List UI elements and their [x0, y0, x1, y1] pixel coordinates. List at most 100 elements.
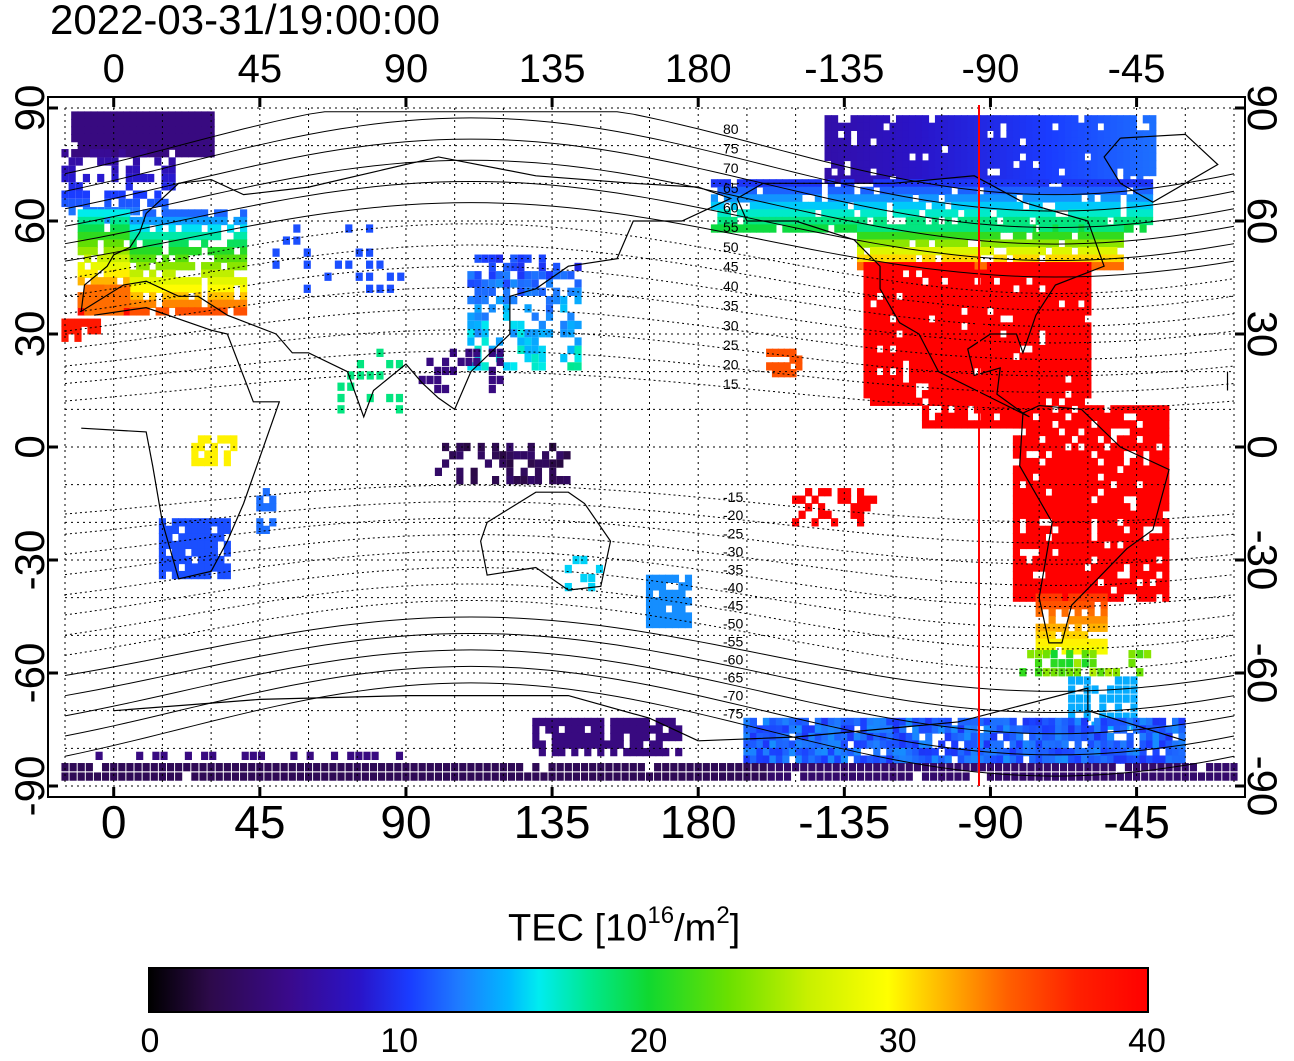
- tec-pixel: [775, 194, 783, 203]
- contour-line: [64, 180, 1235, 262]
- tec-pixel: [207, 231, 215, 241]
- tec-pixel: [856, 160, 865, 169]
- tec-pixel: [140, 173, 148, 183]
- tec-pixel: [749, 179, 757, 188]
- tec-pixel: [889, 160, 897, 169]
- tec-pixel: [1090, 563, 1098, 572]
- tec-pixel: [282, 236, 291, 245]
- tec-pixel: [1128, 659, 1136, 668]
- tec-pixel: [168, 126, 176, 135]
- tec-pixel: [993, 322, 1001, 331]
- tec-pixel: [1025, 457, 1033, 467]
- tec-pixel: [902, 314, 910, 324]
- tec-pixel: [142, 231, 150, 241]
- tec-pixel: [954, 367, 962, 376]
- tec-pixel: [110, 299, 118, 309]
- tec-pixel: [869, 152, 878, 162]
- tec-pixel: [451, 763, 459, 772]
- tec-pixel: [97, 277, 105, 286]
- tec-pixel: [876, 122, 884, 131]
- tec-pixel: [837, 152, 845, 162]
- tec-pixel: [973, 299, 982, 309]
- tec-pixel: [918, 755, 926, 764]
- tec-pixel: [1136, 412, 1144, 422]
- tec-pixel: [1084, 246, 1092, 256]
- tec-pixel: [821, 216, 829, 226]
- contour-label: -70: [723, 688, 743, 704]
- tec-pixel: [531, 279, 539, 288]
- tec-pixel: [840, 747, 848, 757]
- tec-pixel: [1103, 457, 1111, 467]
- tec-pixel: [84, 299, 92, 309]
- tec-pixel: [1006, 152, 1014, 162]
- tec-pixel: [801, 201, 809, 211]
- tec-pixel: [1129, 435, 1137, 444]
- tec-pixel: [1110, 405, 1118, 414]
- tec-pixel: [1058, 495, 1066, 504]
- tec-pixel: [996, 209, 1004, 218]
- tec-pixel: [1126, 732, 1134, 742]
- tec-pixel: [954, 292, 962, 301]
- tec-pixel: [882, 314, 891, 324]
- tec-pixel: [1019, 329, 1027, 339]
- tec-pixel: [181, 307, 189, 316]
- tec-pixel: [1006, 344, 1014, 354]
- tec-pixel: [1048, 623, 1056, 632]
- tec-pixel: [1025, 585, 1033, 595]
- colorbar-tick-label: 30: [878, 1022, 917, 1060]
- tec-pixel: [863, 495, 871, 504]
- tec-pixel: [902, 382, 910, 391]
- tec-pixel: [1123, 472, 1131, 482]
- tec-pixel: [652, 604, 660, 614]
- tec-pixel: [879, 725, 887, 734]
- tec-pixel: [834, 725, 842, 734]
- tec-pixel: [1061, 216, 1069, 226]
- tec-pixel: [175, 118, 183, 128]
- tec-pixel: [928, 397, 936, 406]
- tec-pixel: [334, 260, 342, 269]
- tec-pixel: [456, 476, 464, 485]
- tec-pixel: [921, 314, 930, 324]
- tec-pixel: [449, 366, 457, 376]
- tec-pixel: [499, 772, 507, 781]
- tec-pixel: [717, 209, 725, 218]
- tec-pixel: [913, 763, 921, 772]
- tec-pixel: [869, 122, 878, 131]
- tec-pixel: [1025, 420, 1033, 429]
- tec-pixel: [1090, 246, 1098, 256]
- tec-pixel: [1058, 145, 1066, 154]
- tec-pixel: [1009, 717, 1017, 727]
- tec-pixel: [1071, 115, 1079, 124]
- tec-pixel: [986, 420, 995, 429]
- tec-pixel: [111, 165, 119, 174]
- tec-pixel: [1006, 262, 1014, 271]
- tec-pixel: [1116, 555, 1124, 565]
- tec-pixel: [1064, 167, 1072, 177]
- tec-pixel: [684, 597, 693, 606]
- tec-pixel: [1084, 412, 1092, 422]
- tec-pixel: [934, 277, 943, 286]
- tec-pixel: [1103, 518, 1111, 527]
- tec-pixel: [1032, 585, 1040, 595]
- tec-pixel: [1116, 239, 1124, 248]
- tec-pixel: [161, 173, 169, 183]
- tec-pixel: [892, 194, 900, 203]
- tec-pixel: [90, 141, 98, 150]
- tec-pixel: [1129, 488, 1137, 497]
- tec-pixel: [197, 435, 205, 444]
- tec-pixel: [214, 277, 222, 286]
- tec-pixel: [1136, 457, 1144, 467]
- tec-pixel: [831, 152, 839, 162]
- bottom-lon-tick: 45: [234, 796, 285, 848]
- tec-pixel: [1084, 307, 1092, 316]
- left-lat-tick: 60: [6, 198, 53, 245]
- tec-pixel: [564, 732, 572, 742]
- tec-pixel: [931, 194, 939, 203]
- tec-pixel: [980, 352, 988, 361]
- tec-pixel: [142, 239, 150, 248]
- tec-pixel: [944, 725, 952, 734]
- tec-pixel: [999, 359, 1008, 369]
- tec-pixel: [1025, 427, 1033, 437]
- tec-pixel: [821, 725, 829, 734]
- tec-pixel: [902, 167, 910, 177]
